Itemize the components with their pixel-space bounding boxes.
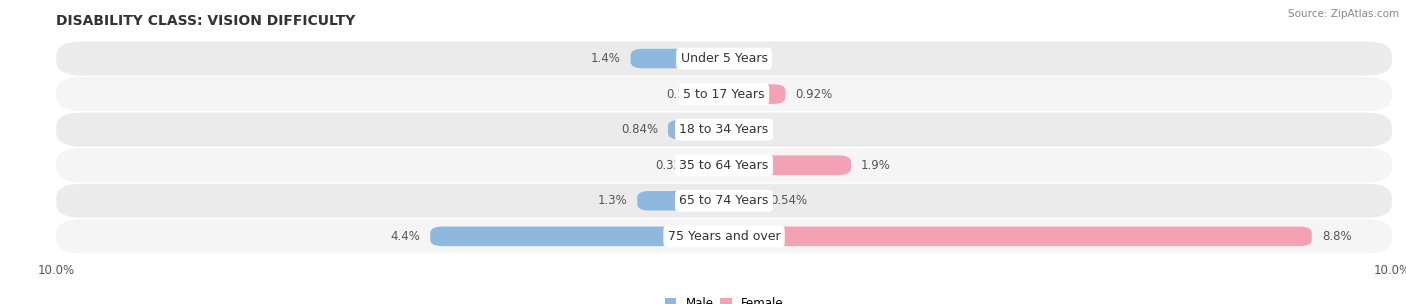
Text: 1.3%: 1.3% [598, 194, 627, 207]
FancyBboxPatch shape [56, 77, 1392, 111]
FancyBboxPatch shape [56, 219, 1392, 254]
Text: 0.16%: 0.16% [666, 88, 703, 101]
Text: 75 Years and over: 75 Years and over [668, 230, 780, 243]
Text: 18 to 34 Years: 18 to 34 Years [679, 123, 769, 136]
Text: 1.9%: 1.9% [860, 159, 891, 172]
Text: Source: ZipAtlas.com: Source: ZipAtlas.com [1288, 9, 1399, 19]
Text: 8.8%: 8.8% [1322, 230, 1351, 243]
Text: 65 to 74 Years: 65 to 74 Years [679, 194, 769, 207]
FancyBboxPatch shape [430, 226, 724, 246]
Text: 0.32%: 0.32% [655, 159, 693, 172]
Text: 0.54%: 0.54% [770, 194, 807, 207]
Text: DISABILITY CLASS: VISION DIFFICULTY: DISABILITY CLASS: VISION DIFFICULTY [56, 14, 356, 28]
FancyBboxPatch shape [724, 84, 786, 104]
Text: 0.92%: 0.92% [796, 88, 832, 101]
FancyBboxPatch shape [56, 41, 1392, 76]
Legend: Male, Female: Male, Female [659, 292, 789, 304]
Text: Under 5 Years: Under 5 Years [681, 52, 768, 65]
FancyBboxPatch shape [711, 84, 725, 104]
FancyBboxPatch shape [724, 191, 761, 211]
Text: 0.0%: 0.0% [734, 52, 763, 65]
FancyBboxPatch shape [56, 184, 1392, 218]
Text: 1.4%: 1.4% [591, 52, 620, 65]
Text: 35 to 64 Years: 35 to 64 Years [679, 159, 769, 172]
FancyBboxPatch shape [637, 191, 724, 211]
Text: 5 to 17 Years: 5 to 17 Years [683, 88, 765, 101]
FancyBboxPatch shape [630, 49, 724, 68]
FancyBboxPatch shape [56, 148, 1392, 182]
FancyBboxPatch shape [56, 112, 1392, 147]
FancyBboxPatch shape [668, 120, 724, 140]
Text: 0.84%: 0.84% [621, 123, 658, 136]
Text: 0.0%: 0.0% [734, 123, 763, 136]
FancyBboxPatch shape [724, 226, 1312, 246]
FancyBboxPatch shape [724, 155, 851, 175]
Text: 4.4%: 4.4% [391, 230, 420, 243]
FancyBboxPatch shape [703, 155, 724, 175]
